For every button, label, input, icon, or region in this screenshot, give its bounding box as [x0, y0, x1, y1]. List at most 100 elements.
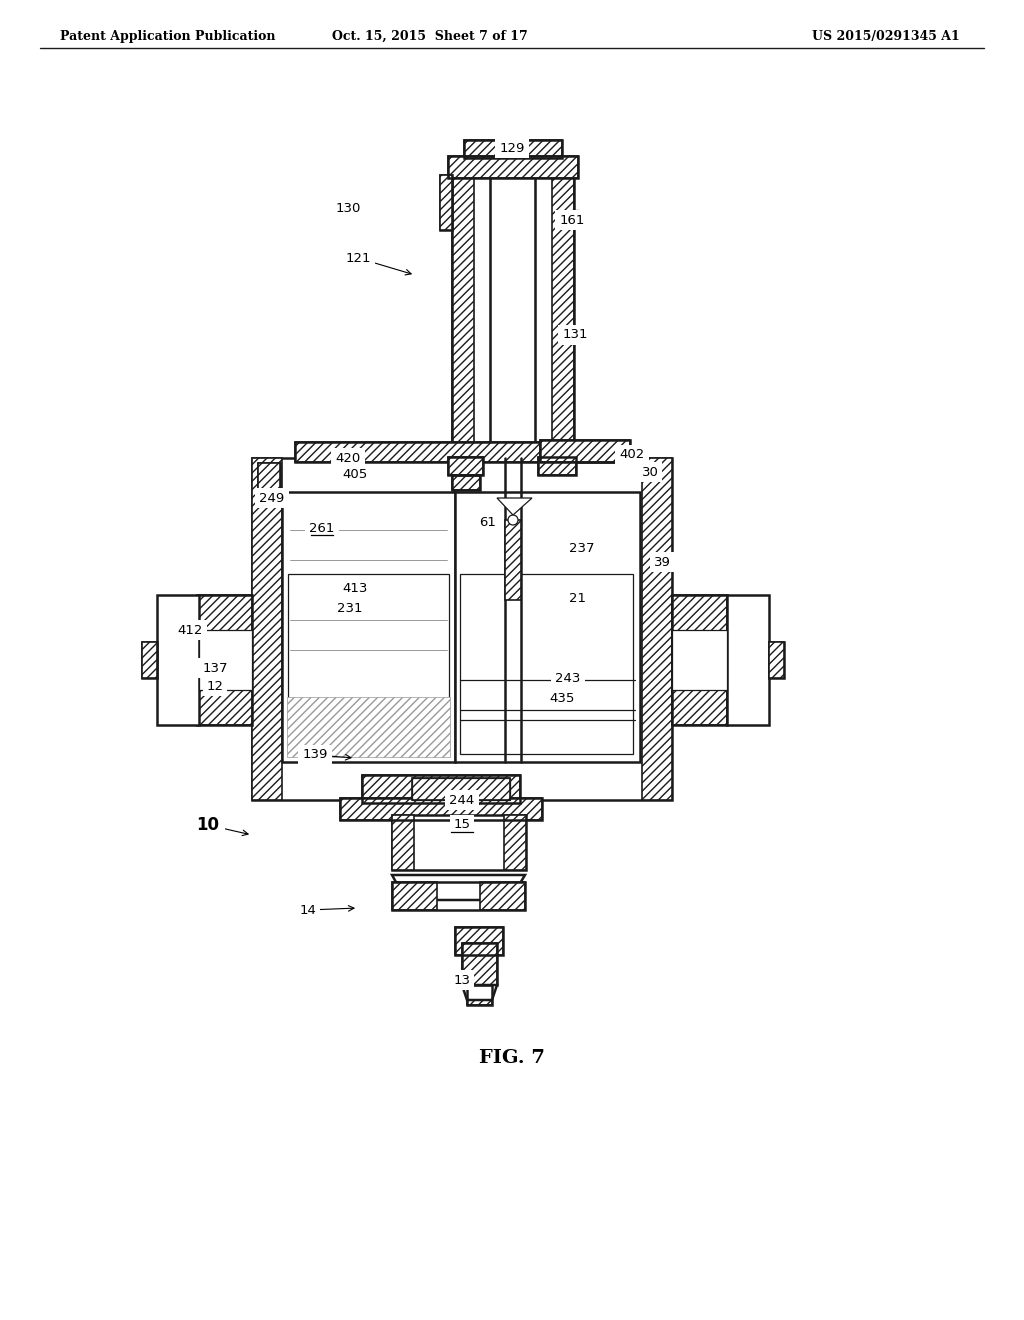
Bar — [672, 630, 727, 690]
Bar — [727, 595, 769, 725]
Polygon shape — [727, 657, 769, 667]
Text: 237: 237 — [569, 541, 595, 554]
Polygon shape — [157, 675, 199, 682]
Bar — [672, 595, 727, 725]
Polygon shape — [727, 607, 769, 615]
Text: 435: 435 — [549, 692, 574, 705]
Circle shape — [508, 515, 518, 525]
Bar — [362, 775, 520, 803]
Bar — [504, 814, 526, 870]
Bar — [258, 463, 280, 506]
Text: 30: 30 — [642, 466, 658, 479]
Bar — [467, 985, 492, 1005]
Bar — [538, 457, 575, 475]
Bar — [440, 176, 452, 230]
Bar — [392, 882, 525, 909]
Polygon shape — [157, 624, 199, 632]
Text: 405: 405 — [342, 469, 368, 482]
Bar — [769, 642, 784, 678]
Bar — [452, 475, 480, 490]
Text: 12: 12 — [207, 680, 223, 693]
Bar — [282, 492, 455, 762]
Bar — [538, 457, 575, 475]
Bar — [412, 777, 510, 800]
Polygon shape — [157, 657, 199, 667]
Bar — [392, 814, 414, 870]
Bar — [462, 942, 497, 985]
Bar — [392, 882, 437, 909]
Text: 243: 243 — [555, 672, 581, 685]
Bar — [252, 458, 672, 800]
Text: US 2015/0291345 A1: US 2015/0291345 A1 — [812, 30, 961, 44]
Text: 13: 13 — [454, 974, 470, 986]
Bar — [197, 595, 252, 725]
Bar — [467, 985, 492, 1005]
Text: 420: 420 — [336, 451, 360, 465]
Bar — [340, 799, 542, 820]
Bar — [142, 642, 157, 678]
Bar — [540, 440, 630, 462]
Polygon shape — [727, 692, 769, 700]
Text: 39: 39 — [653, 556, 671, 569]
Bar — [199, 630, 252, 690]
Bar — [452, 160, 474, 455]
Text: 10: 10 — [197, 816, 219, 834]
Polygon shape — [727, 675, 769, 682]
Bar — [449, 156, 578, 178]
Text: 231: 231 — [337, 602, 362, 615]
Text: 14: 14 — [300, 903, 316, 916]
Polygon shape — [392, 875, 525, 900]
Bar — [552, 160, 574, 455]
Bar — [412, 777, 510, 800]
Text: 15: 15 — [454, 818, 470, 832]
Bar — [362, 775, 520, 803]
Polygon shape — [727, 709, 769, 717]
Bar — [449, 457, 483, 475]
Polygon shape — [462, 985, 497, 1001]
Bar — [157, 595, 199, 725]
Bar — [642, 458, 672, 800]
Polygon shape — [727, 624, 769, 632]
Text: 137: 137 — [203, 661, 227, 675]
Polygon shape — [157, 607, 199, 615]
Bar — [455, 927, 503, 954]
Text: 139: 139 — [302, 748, 328, 762]
Bar — [480, 882, 525, 909]
Text: 412: 412 — [177, 623, 203, 636]
Polygon shape — [157, 642, 199, 649]
Bar — [490, 165, 535, 450]
Polygon shape — [157, 709, 199, 717]
Bar — [540, 440, 630, 462]
Bar — [392, 814, 526, 870]
Text: 131: 131 — [562, 329, 588, 342]
Text: 121: 121 — [345, 252, 371, 264]
Bar — [295, 442, 625, 462]
Text: Patent Application Publication: Patent Application Publication — [60, 30, 275, 44]
Text: 129: 129 — [500, 141, 524, 154]
Text: 261: 261 — [309, 521, 335, 535]
Polygon shape — [497, 498, 532, 515]
Polygon shape — [727, 642, 769, 649]
Text: 402: 402 — [620, 449, 645, 462]
Polygon shape — [157, 692, 199, 700]
Text: FIG. 7: FIG. 7 — [479, 1049, 545, 1067]
Bar — [449, 156, 578, 178]
Text: 61: 61 — [479, 516, 497, 528]
Bar — [440, 176, 452, 230]
Bar — [672, 595, 727, 725]
Bar — [455, 927, 503, 954]
Text: 161: 161 — [559, 214, 585, 227]
Bar — [462, 942, 497, 985]
Text: 413: 413 — [342, 582, 368, 594]
Bar — [460, 574, 633, 754]
Bar — [252, 458, 282, 800]
Text: Oct. 15, 2015  Sheet 7 of 17: Oct. 15, 2015 Sheet 7 of 17 — [332, 30, 528, 44]
Text: 21: 21 — [568, 591, 586, 605]
Bar — [142, 642, 157, 678]
Text: 249: 249 — [259, 491, 285, 504]
Bar — [197, 595, 252, 725]
Bar — [464, 140, 562, 158]
Bar — [258, 463, 280, 506]
Bar — [455, 492, 640, 762]
Bar — [505, 520, 521, 601]
